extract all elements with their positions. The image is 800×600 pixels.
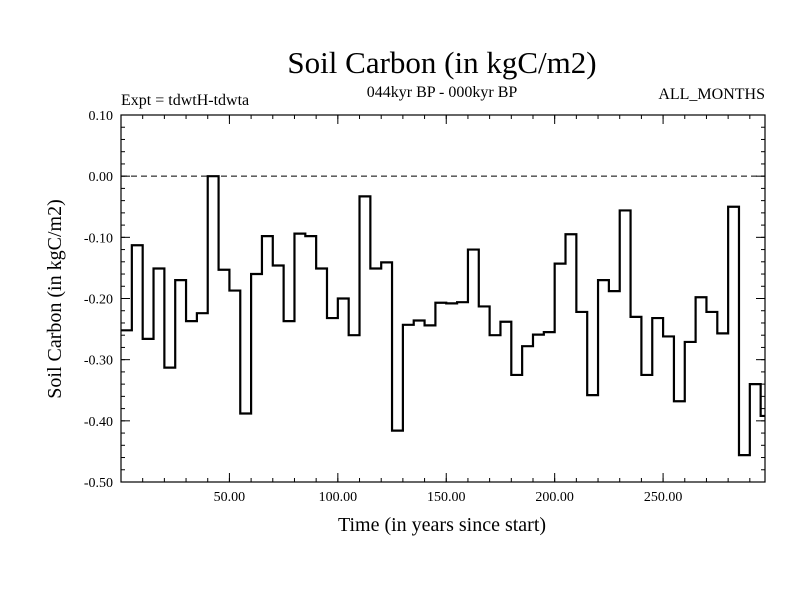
major-ticks — [121, 114, 765, 483]
y-tick-label: -0.20 — [84, 293, 113, 308]
x-tick-label: 100.00 — [319, 490, 358, 505]
months-label: ALL_MONTHS — [658, 86, 765, 103]
minor-ticks — [121, 115, 765, 482]
y-tick-label: -0.10 — [84, 231, 113, 246]
x-tick-label: 250.00 — [644, 490, 683, 505]
x-tick-label: 50.00 — [214, 490, 246, 505]
y-tick-label: -0.50 — [84, 476, 113, 491]
y-tick-label: -0.40 — [84, 415, 113, 430]
chart-subtitle: 044kyr BP - 000kyr BP — [367, 84, 518, 101]
experiment-label: Expt = tdwtH-tdwta — [121, 92, 249, 109]
x-tick-label: 200.00 — [535, 490, 574, 505]
chart-title: Soil Carbon (in kgC/m2) — [287, 45, 596, 80]
y-axis-label: Soil Carbon (in kgC/m2) — [44, 199, 66, 398]
tick-labels: 50.00 100.00 150.00 200.00 250.00 0.10 0.00 -0.… — [84, 109, 683, 505]
y-tick-label: 0.10 — [89, 109, 114, 124]
soil-carbon-series-line — [121, 175, 765, 457]
y-tick-label: -0.30 — [84, 354, 113, 369]
y-tick-label: 0.00 — [89, 170, 114, 185]
plot-frame — [120, 114, 766, 483]
x-tick-label: 150.00 — [427, 490, 466, 505]
x-axis-label: Time (in years since start) — [338, 514, 546, 536]
